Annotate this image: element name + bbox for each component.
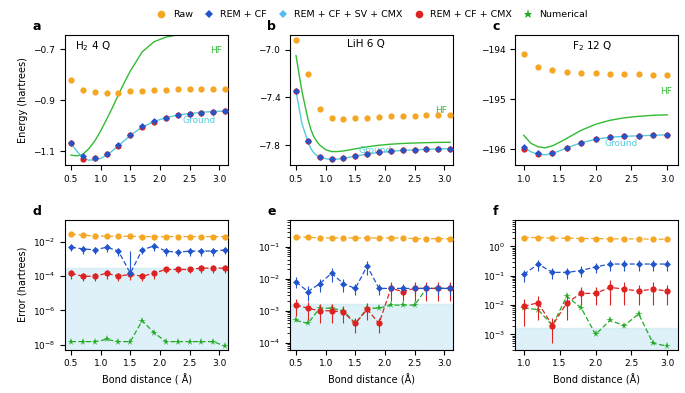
Text: Ground: Ground — [358, 146, 392, 155]
Text: HF: HF — [660, 87, 671, 96]
X-axis label: Bond distance ( Å): Bond distance ( Å) — [101, 374, 192, 386]
Text: b: b — [267, 20, 276, 33]
Text: F$_2$ 12 Q: F$_2$ 12 Q — [572, 39, 612, 53]
Text: LiH 6 Q: LiH 6 Q — [347, 39, 385, 49]
Text: Ground: Ground — [605, 140, 638, 149]
Bar — [515, 329, 678, 350]
Text: f: f — [493, 205, 498, 218]
X-axis label: Bond distance (Å): Bond distance (Å) — [553, 374, 640, 386]
X-axis label: Bond distance (Å): Bond distance (Å) — [328, 374, 415, 386]
Text: HF: HF — [210, 46, 222, 55]
Text: d: d — [32, 205, 41, 218]
Text: a: a — [32, 20, 41, 33]
Text: e: e — [267, 205, 276, 218]
Bar — [65, 268, 228, 350]
Text: Ground: Ground — [182, 116, 216, 125]
Legend: Raw, REM + CF, REM + CF + SV + CMX, REM + CF + CMX, Numerical: Raw, REM + CF, REM + CF + SV + CMX, REM … — [148, 7, 592, 23]
Text: HF: HF — [435, 106, 447, 114]
Y-axis label: Error (hartrees): Error (hartrees) — [17, 247, 27, 323]
Text: H$_2$ 4 Q: H$_2$ 4 Q — [75, 39, 110, 53]
Text: c: c — [493, 20, 499, 33]
Y-axis label: Energy (hartrees): Energy (hartrees) — [18, 57, 28, 143]
Bar — [290, 304, 453, 350]
